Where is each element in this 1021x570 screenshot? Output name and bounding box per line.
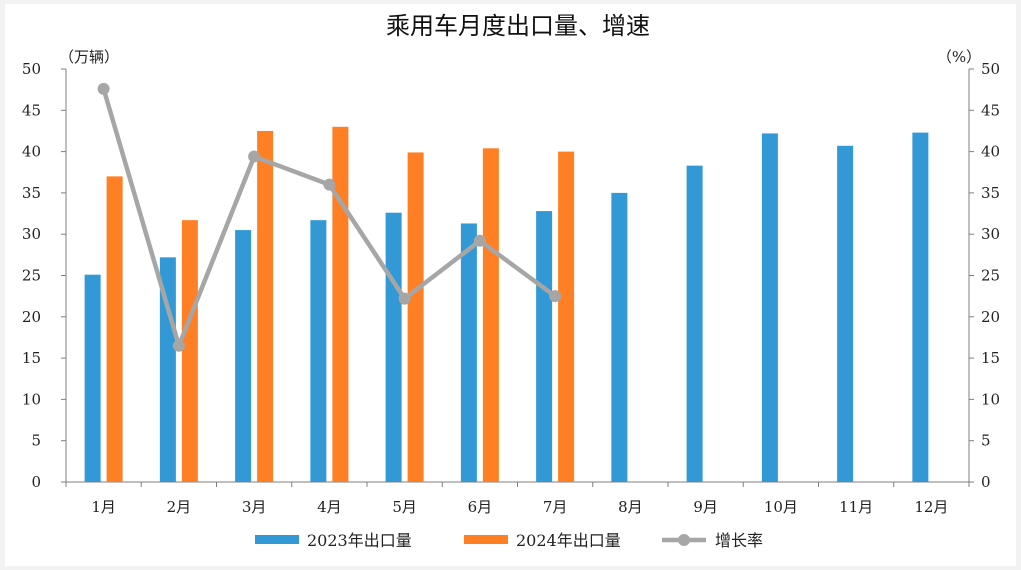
legend-label-1: 2023年出口量 [307,531,412,550]
growth-rate-point-2 [172,339,185,352]
x-tick-label: 3月 [242,498,267,516]
legend: 2023年出口量 2024年出口量 增长率 [255,531,763,550]
right-axis-unit: （%） [937,48,981,66]
chart-svg: 乘用车月度出口量、增速 （万辆） （%） 0 5 10 15 20 25 30 35 40 45 5… [22,12,1000,550]
legend-swatch-1 [255,535,299,544]
bar-series1-9 [686,165,703,482]
bar-series2-5 [407,152,424,482]
x-tick-label: 4月 [317,498,342,516]
bar-series2-4 [332,126,349,482]
x-tick-label: 12月 [914,498,948,516]
growth-rate-point-3 [248,150,261,163]
right-y-tick-label: 25 [981,267,1000,285]
bar-series1-1 [84,274,101,482]
left-y-tick-label: 5 [31,432,41,450]
bar-series1-4 [310,220,327,482]
bars [84,126,929,483]
x-tick-label: 9月 [693,498,718,516]
left-y-tick-label: 20 [22,308,41,326]
right-y-tick-label: 5 [981,432,991,450]
growth-rate-point-5 [398,292,411,305]
x-tick-label: 2月 [167,498,192,516]
bar-series1-3 [235,230,252,482]
left-y-tick-label: 40 [22,143,41,161]
growth-rate-point-1 [97,82,110,95]
left-y-tick-label: 50 [22,60,41,78]
right-y-tick-label: 45 [981,101,1000,119]
legend-label-3: 增长率 [715,531,763,550]
right-y-tick-label: 50 [981,60,1000,78]
right-y-tick-label: 0 [981,473,991,491]
left-y-tick-label: 10 [22,390,41,408]
bar-series2-7 [558,151,575,482]
chart-title: 乘用车月度出口量、增速 [386,12,650,40]
left-y-tick-label: 25 [22,267,41,285]
bar-series2-2 [181,220,198,482]
legend-label-2: 2024年出口量 [516,531,621,550]
left-y-tick-label: 45 [22,101,41,119]
bar-series2-1 [106,176,123,482]
right-y-tick-label: 10 [981,390,1000,408]
bar-series1-2 [159,257,176,482]
growth-rate-point-4 [323,178,336,191]
right-y-tick-label: 15 [981,349,1000,367]
right-y-tick-label: 35 [981,184,1000,202]
bar-series1-10 [761,133,778,483]
left-y-tick-label: 35 [22,184,41,202]
left-y-tick-label: 0 [31,473,41,491]
x-tick-labels: 1月 2月 3月 4月 5月 6月 7月 8月 9月 10月 11月 12月 [65,482,970,516]
x-tick-label: 11月 [839,498,873,516]
right-y-tick-label: 20 [981,308,1000,326]
left-y-tick-label: 30 [22,225,41,243]
x-tick-label: 8月 [618,498,643,516]
right-y-tick-label: 40 [981,143,1000,161]
left-y-tick-label: 15 [22,349,41,367]
x-tick-label: 7月 [543,498,568,516]
legend-marker-3 [678,534,690,546]
x-tick-label: 10月 [764,498,798,516]
chart-frame: 乘用车月度出口量、增速 （万辆） （%） 0 5 10 15 20 25 30 35 40 45 5… [5,4,1016,566]
x-tick-label: 5月 [392,498,417,516]
bar-series1-6 [460,223,477,482]
axes: 0 5 10 15 20 25 30 35 40 45 50 0 5 10 15 20 25 30 35 40 45 50 [22,60,1000,491]
x-tick-label: 1月 [91,498,116,516]
bar-series1-5 [385,212,402,482]
bar-series2-3 [257,130,274,482]
bar-series1-7 [536,211,553,482]
growth-line [97,82,562,352]
growth-rate-point-7 [549,290,562,303]
x-tick-label: 6月 [468,498,493,516]
bar-series2-6 [482,148,499,482]
right-y-tick-label: 30 [981,225,1000,243]
left-axis-unit: （万辆） [59,48,119,66]
bar-series1-11 [837,145,854,482]
bar-series1-12 [912,132,929,483]
bar-series1-8 [611,192,628,482]
growth-rate-point-6 [473,234,486,247]
legend-swatch-2 [464,535,508,544]
